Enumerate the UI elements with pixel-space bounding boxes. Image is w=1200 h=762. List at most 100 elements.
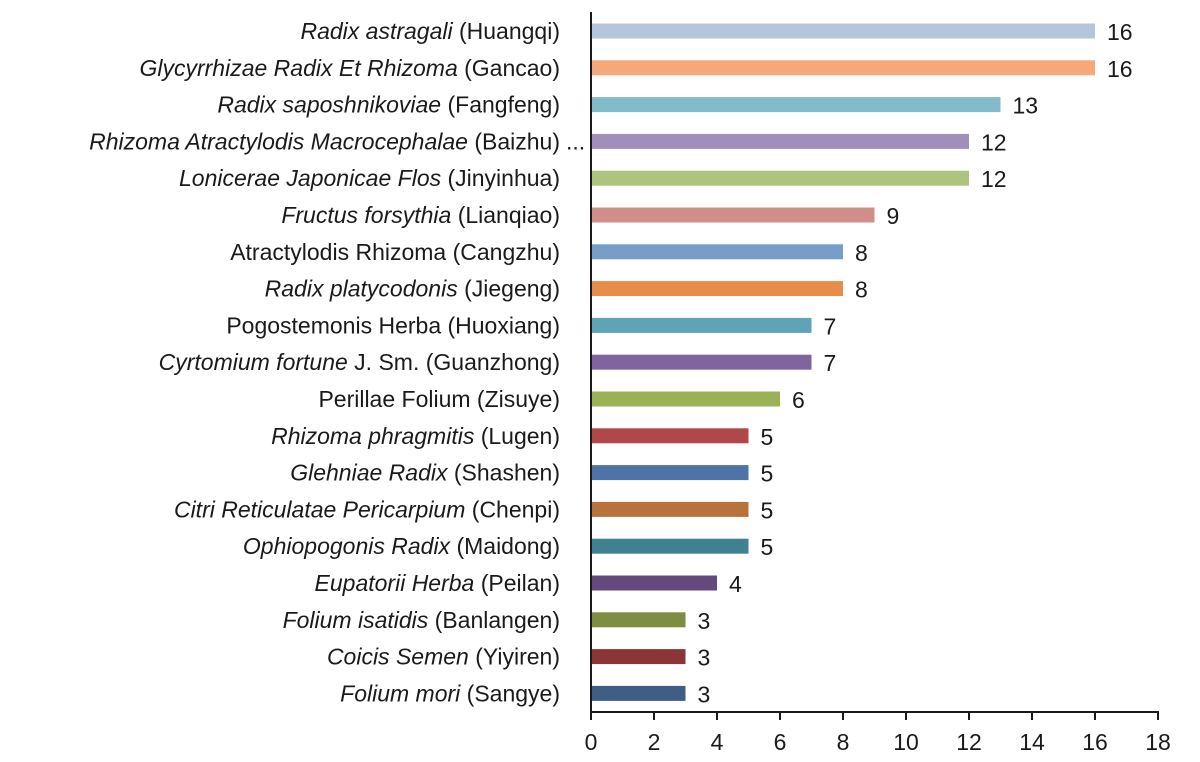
bar-value-label: 16: [1107, 56, 1133, 82]
category-label-latin: Citri Reticulatae Pericarpium: [174, 496, 465, 522]
bar: [591, 685, 686, 701]
category-label: Citri Reticulatae Pericarpium (Chenpi): [174, 496, 560, 522]
category-label-plain: (Maidong): [450, 533, 560, 559]
category-label-latin: Glehniae Radix: [290, 460, 449, 486]
x-tick-label: 2: [648, 729, 661, 755]
bar-value-label: 12: [981, 129, 1007, 155]
bar-value-label: 5: [761, 534, 774, 560]
bar: [591, 317, 812, 333]
bar-value-label: 4: [729, 571, 742, 597]
category-label-plain: (Gancao): [458, 55, 560, 81]
category-label-plain: (Banlangen): [428, 607, 560, 633]
category-label-plain: (Baizhu): [468, 128, 560, 154]
category-label: Rhizoma Atractylodis Macrocephalae (Baiz…: [89, 128, 560, 154]
category-label-plain: (Jinyinhua): [441, 165, 560, 191]
bar-value-label: 7: [824, 350, 837, 376]
bar-value-label: 3: [698, 681, 711, 707]
x-tick-label: 4: [711, 729, 724, 755]
category-label-latin: Folium mori: [340, 680, 461, 706]
category-label: Eupatorii Herba (Peilan): [315, 570, 560, 596]
category-label: Folium isatidis (Banlangen): [283, 607, 560, 633]
bar-value-label: 16: [1107, 19, 1133, 45]
category-label-plain: (Chenpi): [465, 496, 560, 522]
bar-value-label: 7: [824, 313, 837, 339]
bar: [591, 354, 812, 370]
category-label: Rhizoma phragmitis (Lugen): [271, 423, 560, 449]
category-label: Lonicerae Japonicae Flos (Jinyinhua): [179, 165, 560, 191]
category-label-latin: Rhizoma phragmitis: [271, 423, 475, 449]
x-tick-label: 16: [1082, 729, 1108, 755]
bar: [591, 575, 717, 591]
bar: [591, 465, 749, 481]
category-label-latin: Coicis Semen: [327, 644, 469, 670]
category-label-latin: Ophiopogonis Radix: [243, 533, 452, 559]
category-label-latin: Eupatorii Herba: [315, 570, 475, 596]
bar: [591, 538, 749, 554]
category-label: Glycyrrhizae Radix Et Rhizoma (Gancao): [139, 55, 560, 81]
category-label-latin: Fructus forsythia: [281, 202, 451, 228]
category-label-latin: Radix platycodonis: [265, 276, 459, 302]
bar-value-label: 13: [1013, 93, 1039, 119]
bar: [591, 244, 843, 260]
category-label: Cyrtomium fortune J. Sm. (Guanzhong): [159, 349, 560, 375]
category-label-latin: Radix astragali: [300, 18, 453, 44]
x-tick-label: 0: [585, 729, 598, 755]
bar-value-label: 6: [792, 387, 805, 413]
bar-value-label: 5: [761, 461, 774, 487]
category-label: Fructus forsythia (Lianqiao): [281, 202, 560, 228]
bar: [591, 207, 875, 223]
category-label: Radix saposhnikoviae (Fangfeng): [217, 92, 560, 118]
category-label-plain: (Huangqi): [453, 18, 560, 44]
category-label: Ophiopogonis Radix (Maidong): [243, 533, 560, 559]
x-tick-label: 18: [1145, 729, 1171, 755]
bar: [591, 170, 969, 186]
category-label-plain: Perillae Folium (Zisuye): [318, 386, 560, 412]
category-label-plain: (Sangye): [460, 680, 560, 706]
bars-group: [591, 23, 1095, 701]
category-label: Glehniae Radix (Shashen): [290, 460, 560, 486]
category-label-plain: (Fangfeng): [441, 92, 560, 118]
bar: [591, 391, 780, 407]
bar-value-label: 12: [981, 166, 1007, 192]
x-tick-label: 10: [893, 729, 919, 755]
x-ticks-group: 0 2 4 6 8 10 12 14 16 18: [585, 712, 1171, 755]
category-label: Radix platycodonis (Jiegeng): [265, 276, 560, 302]
x-tick-label: 12: [956, 729, 982, 755]
x-tick-label: 8: [837, 729, 850, 755]
category-label-latin: Radix saposhnikoviae: [217, 92, 441, 118]
category-label-latin: Cyrtomium fortune: [159, 349, 348, 375]
category-label-plain: (Shashen): [447, 460, 560, 486]
category-label: Perillae Folium (Zisuye): [318, 386, 560, 412]
bar: [591, 133, 969, 149]
category-label-plain: Pogostemonis Herba (Huoxiang): [226, 312, 560, 338]
category-label-latin: Lonicerae Japonicae Flos: [179, 165, 442, 191]
bar-value-label: 5: [761, 424, 774, 450]
bar: [591, 612, 686, 628]
bar: [591, 97, 1001, 113]
bar-value-label: 9: [887, 203, 900, 229]
category-label-plain: Atractylodis Rhizoma (Cangzhu): [230, 239, 560, 265]
category-label-plain: (Yiyiren): [469, 644, 560, 670]
category-label-latin: Rhizoma Atractylodis Macrocephalae: [89, 128, 468, 154]
bar: [591, 649, 686, 665]
category-label-plain: (Lianqiao): [451, 202, 560, 228]
category-label: Coicis Semen (Yiyiren): [327, 644, 560, 670]
bar: [591, 281, 843, 297]
x-tick-label: 6: [774, 729, 787, 755]
bar: [591, 23, 1095, 39]
category-labels-group: Radix astragali (Huangqi) Glycyrrhizae Ra…: [89, 18, 560, 706]
category-label-plain: J. Sm. (Guanzhong): [348, 349, 560, 375]
category-label-plain: (Lugen): [474, 423, 560, 449]
bar: [591, 428, 749, 444]
category-label-plain: (Jiegeng): [458, 276, 560, 302]
category-label-latin: Glycyrrhizae Radix Et Rhizoma: [139, 55, 457, 81]
bar-value-label: 8: [855, 240, 868, 266]
bar: [591, 60, 1095, 76]
truncation-marker: ...: [566, 128, 585, 154]
bar-value-label: 3: [698, 608, 711, 634]
bar-value-label: 8: [855, 277, 868, 303]
category-label: Pogostemonis Herba (Huoxiang): [226, 312, 560, 338]
category-label: Atractylodis Rhizoma (Cangzhu): [230, 239, 560, 265]
